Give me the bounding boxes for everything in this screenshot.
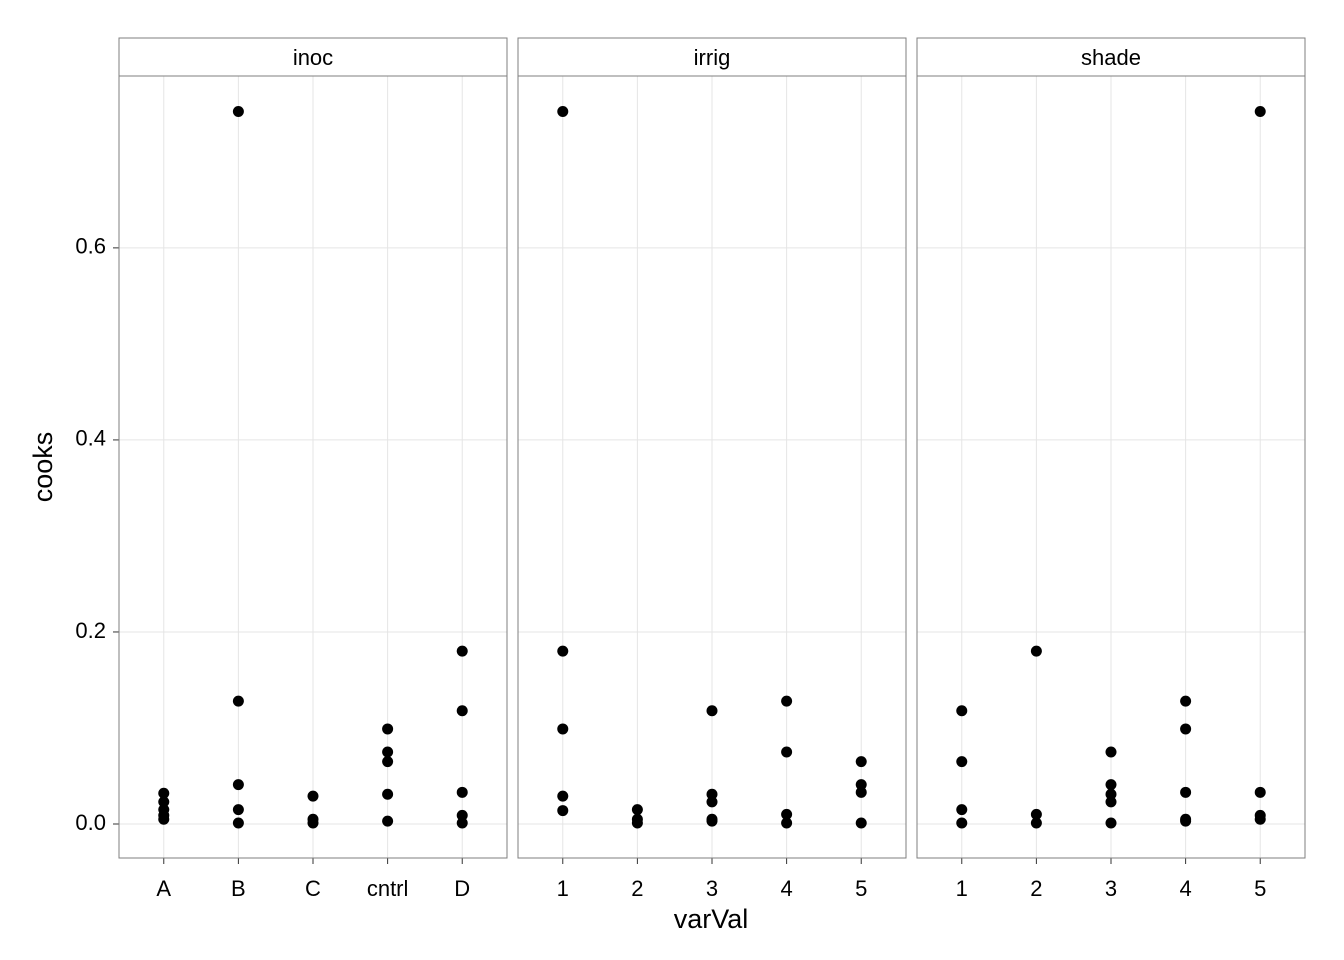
x-tick-label: 1: [557, 876, 569, 901]
x-tick-label: 1: [956, 876, 968, 901]
point: [1105, 817, 1117, 829]
point: [456, 705, 468, 717]
point: [307, 790, 319, 802]
point: [706, 815, 718, 827]
point: [307, 817, 319, 829]
point: [956, 817, 968, 829]
point: [1180, 695, 1192, 707]
y-tick-label: 0.0: [75, 810, 106, 835]
x-tick-label: D: [454, 876, 470, 901]
x-tick-label: 4: [780, 876, 792, 901]
point: [1030, 645, 1042, 657]
x-axis-label: varVal: [674, 904, 749, 934]
strip: [118, 37, 508, 77]
x-tick-label: C: [305, 876, 321, 901]
y-tick-label: 0.6: [75, 234, 106, 259]
point: [232, 695, 244, 707]
point: [855, 786, 867, 798]
strip: [916, 37, 1306, 77]
point: [706, 796, 718, 808]
point: [781, 746, 793, 758]
strip-label: inoc: [293, 45, 333, 70]
strip-label: shade: [1081, 45, 1141, 70]
x-tick-label: 4: [1179, 876, 1191, 901]
point: [631, 817, 643, 829]
x-tick-label: 2: [631, 876, 643, 901]
point: [382, 723, 394, 735]
y-axis-label: cooks: [28, 432, 58, 503]
point: [1254, 786, 1266, 798]
strip: [517, 37, 907, 77]
x-tick-label: 3: [706, 876, 718, 901]
point: [1180, 723, 1192, 735]
point: [232, 804, 244, 816]
x-tick-label: B: [231, 876, 246, 901]
x-tick-label: A: [156, 876, 171, 901]
point: [456, 817, 468, 829]
point: [456, 786, 468, 798]
point: [956, 804, 968, 816]
point: [557, 723, 569, 735]
strip-label: irrig: [694, 45, 731, 70]
point: [232, 817, 244, 829]
point: [158, 813, 170, 825]
point: [1105, 796, 1117, 808]
point: [456, 645, 468, 657]
point: [232, 779, 244, 791]
point: [557, 805, 569, 817]
point: [631, 804, 643, 816]
point: [456, 809, 468, 821]
point: [232, 106, 244, 118]
x-tick-label: 3: [1105, 876, 1117, 901]
point: [1105, 788, 1117, 800]
x-tick-label: 5: [855, 876, 867, 901]
point: [382, 746, 394, 758]
point: [781, 695, 793, 707]
point: [382, 788, 394, 800]
y-tick-label: 0.4: [75, 426, 106, 451]
y-tick-label: 0.2: [75, 618, 106, 643]
point: [557, 106, 569, 118]
point: [956, 705, 968, 717]
point: [855, 756, 867, 768]
point: [1105, 746, 1117, 758]
point: [781, 817, 793, 829]
point: [1180, 815, 1192, 827]
point: [956, 756, 968, 768]
x-tick-label: 5: [1254, 876, 1266, 901]
point: [855, 817, 867, 829]
point: [158, 787, 170, 799]
point: [1105, 779, 1117, 791]
point: [382, 756, 394, 768]
x-tick-label: cntrl: [367, 876, 409, 901]
point: [1030, 817, 1042, 829]
point: [1180, 786, 1192, 798]
point: [706, 788, 718, 800]
point: [557, 645, 569, 657]
point: [781, 808, 793, 820]
point: [382, 815, 394, 827]
x-tick-label: 2: [1030, 876, 1042, 901]
point: [1254, 106, 1266, 118]
point: [706, 705, 718, 717]
point: [855, 779, 867, 791]
point: [557, 790, 569, 802]
point: [1254, 813, 1266, 825]
point: [158, 796, 170, 808]
point: [1030, 808, 1042, 820]
